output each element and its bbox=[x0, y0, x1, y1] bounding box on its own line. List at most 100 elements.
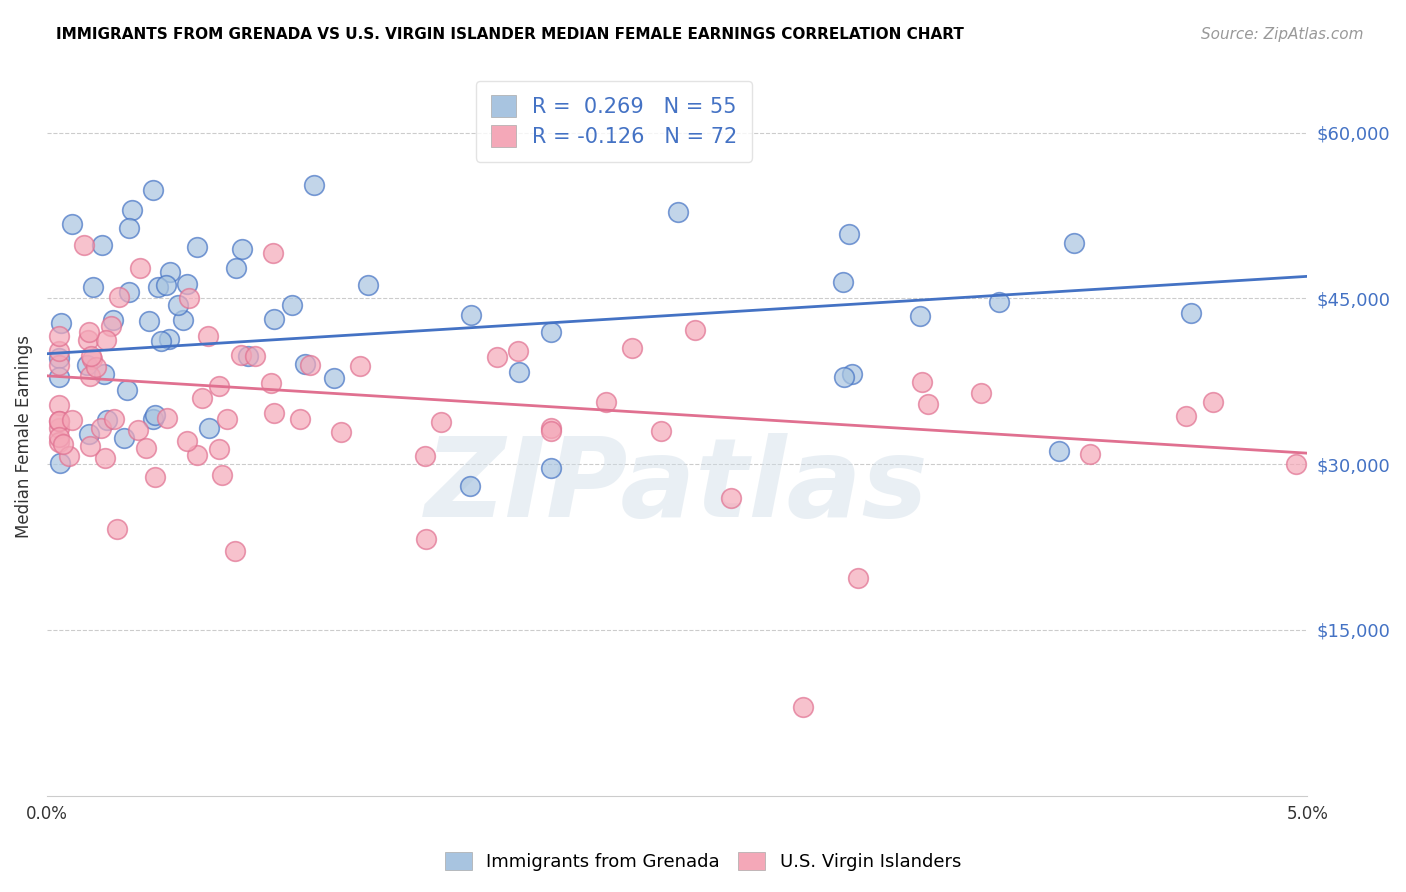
Point bbox=[330, 425, 353, 440]
Point bbox=[146, 280, 169, 294]
Point bbox=[91, 238, 114, 252]
Point bbox=[157, 332, 180, 346]
Point bbox=[540, 460, 562, 475]
Point bbox=[77, 334, 100, 348]
Point bbox=[172, 313, 194, 327]
Point bbox=[832, 370, 855, 384]
Point bbox=[841, 367, 863, 381]
Point bbox=[103, 411, 125, 425]
Point bbox=[540, 421, 562, 435]
Point bbox=[112, 431, 135, 445]
Legend: Immigrants from Grenada, U.S. Virgin Islanders: Immigrants from Grenada, U.S. Virgin Isl… bbox=[437, 846, 969, 879]
Point bbox=[79, 325, 101, 339]
Point bbox=[357, 277, 380, 292]
Point bbox=[48, 344, 70, 359]
Point bbox=[211, 467, 233, 482]
Point bbox=[100, 319, 122, 334]
Point bbox=[48, 415, 70, 429]
Point bbox=[82, 279, 104, 293]
Point bbox=[84, 359, 107, 374]
Point bbox=[508, 365, 530, 379]
Point bbox=[720, 491, 742, 505]
Point bbox=[159, 265, 181, 279]
Point bbox=[48, 434, 70, 449]
Point bbox=[48, 414, 70, 428]
Point bbox=[117, 383, 139, 397]
Point bbox=[121, 202, 143, 217]
Point bbox=[911, 376, 934, 390]
Point bbox=[60, 413, 83, 427]
Point bbox=[96, 413, 118, 427]
Point bbox=[142, 183, 165, 197]
Point bbox=[186, 448, 208, 462]
Point bbox=[650, 425, 672, 439]
Point bbox=[138, 314, 160, 328]
Point bbox=[150, 334, 173, 348]
Point bbox=[128, 260, 150, 275]
Point bbox=[620, 341, 643, 355]
Point bbox=[263, 312, 285, 326]
Point bbox=[191, 392, 214, 406]
Point bbox=[917, 396, 939, 410]
Point bbox=[166, 298, 188, 312]
Point bbox=[302, 178, 325, 192]
Point bbox=[79, 369, 101, 384]
Point bbox=[96, 333, 118, 347]
Point bbox=[73, 237, 96, 252]
Point bbox=[460, 308, 482, 322]
Point bbox=[208, 442, 231, 456]
Point bbox=[215, 412, 238, 426]
Point bbox=[263, 406, 285, 420]
Point bbox=[89, 421, 111, 435]
Point bbox=[908, 309, 931, 323]
Point bbox=[103, 313, 125, 327]
Point bbox=[135, 441, 157, 455]
Point bbox=[48, 420, 70, 434]
Point bbox=[94, 450, 117, 465]
Point bbox=[155, 278, 177, 293]
Point bbox=[58, 449, 80, 463]
Point bbox=[1078, 447, 1101, 461]
Point bbox=[349, 359, 371, 373]
Point bbox=[668, 204, 690, 219]
Point bbox=[80, 349, 103, 363]
Point bbox=[49, 316, 72, 330]
Text: ZIPatlas: ZIPatlas bbox=[425, 434, 929, 541]
Point bbox=[429, 415, 451, 429]
Text: IMMIGRANTS FROM GRENADA VS U.S. VIRGIN ISLANDER MEDIAN FEMALE EARNINGS CORRELATI: IMMIGRANTS FROM GRENADA VS U.S. VIRGIN I… bbox=[56, 27, 965, 42]
Point bbox=[225, 260, 247, 275]
Point bbox=[846, 571, 869, 585]
Point bbox=[1175, 409, 1198, 423]
Point bbox=[281, 298, 304, 312]
Point bbox=[186, 240, 208, 254]
Point bbox=[458, 479, 481, 493]
Point bbox=[156, 411, 179, 425]
Legend: R =  0.269   N = 55, R = -0.126   N = 72: R = 0.269 N = 55, R = -0.126 N = 72 bbox=[477, 80, 752, 161]
Point bbox=[1180, 306, 1202, 320]
Point bbox=[792, 700, 814, 714]
Point bbox=[236, 349, 259, 363]
Point bbox=[108, 290, 131, 304]
Point bbox=[685, 323, 707, 337]
Point bbox=[595, 394, 617, 409]
Point bbox=[506, 344, 529, 359]
Point bbox=[413, 449, 436, 463]
Point bbox=[48, 370, 70, 384]
Point bbox=[48, 328, 70, 343]
Point bbox=[970, 386, 993, 401]
Point bbox=[838, 227, 860, 242]
Point bbox=[224, 544, 246, 558]
Point bbox=[117, 285, 139, 300]
Point bbox=[118, 220, 141, 235]
Point bbox=[243, 349, 266, 363]
Point bbox=[486, 350, 509, 364]
Point bbox=[93, 367, 115, 381]
Point bbox=[540, 425, 562, 439]
Point bbox=[208, 378, 231, 392]
Point bbox=[323, 370, 346, 384]
Point bbox=[1285, 457, 1308, 471]
Point bbox=[49, 456, 72, 470]
Point bbox=[48, 398, 70, 412]
Point bbox=[176, 277, 198, 291]
Point bbox=[142, 412, 165, 426]
